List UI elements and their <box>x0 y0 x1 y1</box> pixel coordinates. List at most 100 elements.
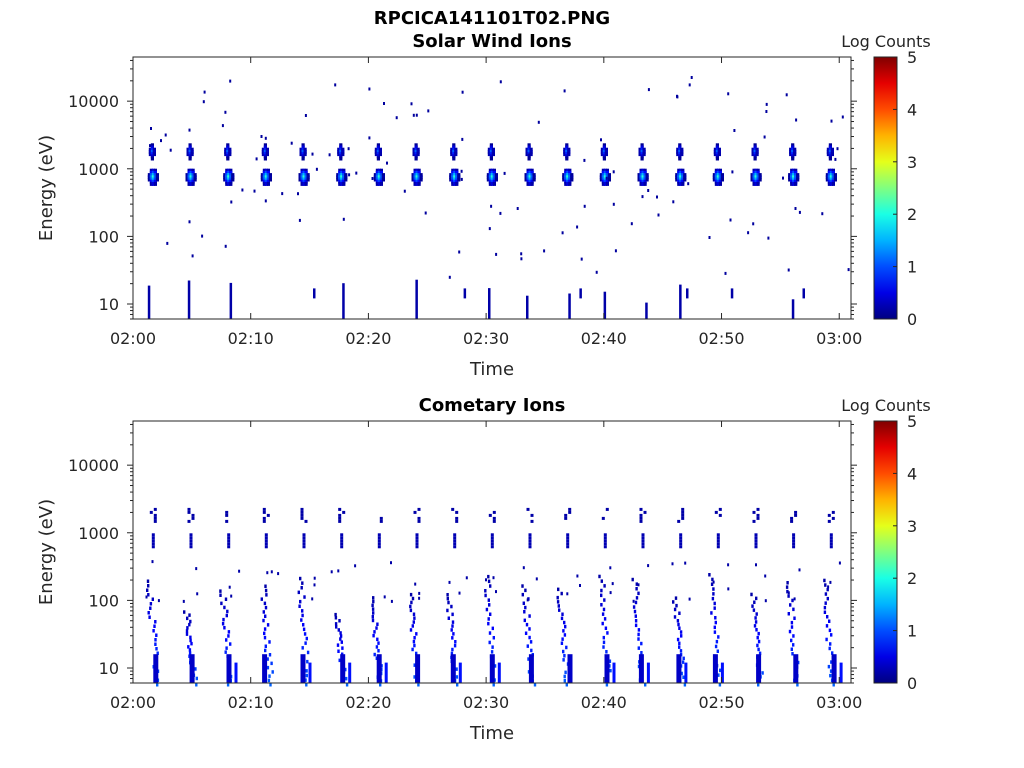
heatmap-cell <box>268 674 271 678</box>
heatmap-cell <box>679 173 683 178</box>
heatmap-cell <box>524 173 528 178</box>
heatmap-cell <box>829 545 833 549</box>
heatmap-cell <box>754 533 758 537</box>
heatmap-cell <box>757 631 760 636</box>
heatmap-cell <box>377 168 381 173</box>
heatmap-cell <box>381 175 385 180</box>
heatmap-cell <box>227 170 231 175</box>
heatmap-cell <box>224 650 227 654</box>
heatmap-cell <box>381 173 385 178</box>
heatmap-cell <box>710 611 713 615</box>
heatmap-cell <box>191 254 194 258</box>
heatmap-cell <box>603 542 607 546</box>
heatmap-cell <box>453 175 457 180</box>
heatmap-cell <box>302 181 306 186</box>
heatmap-cell <box>791 152 795 157</box>
heatmap-cell <box>375 168 379 173</box>
heatmap-cell <box>716 539 720 543</box>
heatmap-cell <box>563 678 566 683</box>
heatmap-cell <box>564 177 568 182</box>
heatmap-cell <box>299 147 303 152</box>
heatmap-cell <box>188 648 192 652</box>
heatmap-cell <box>451 175 455 180</box>
heatmap-cell <box>527 149 531 154</box>
heatmap-cell <box>262 168 266 173</box>
heatmap-cell <box>188 654 191 658</box>
heatmap-cell <box>375 170 379 175</box>
heatmap-cell <box>224 597 228 601</box>
heatmap-cell <box>313 583 316 587</box>
heatmap-cell <box>638 152 642 157</box>
heatmap-cell <box>754 542 758 546</box>
heatmap-cell <box>191 179 195 184</box>
heatmap-cell <box>826 587 829 592</box>
heatmap-cell <box>791 652 794 656</box>
heatmap-cell <box>821 212 824 216</box>
heatmap-cell <box>640 156 644 161</box>
heatmap-cell <box>376 145 380 150</box>
heatmap-cell <box>566 175 570 180</box>
heatmap-cell <box>681 168 685 173</box>
heatmap-cell <box>453 545 457 549</box>
heatmap-cell <box>753 152 757 157</box>
heatmap-cell <box>231 173 235 178</box>
heatmap-cell <box>304 114 307 117</box>
heatmap-cell <box>411 175 415 180</box>
heatmap-cell <box>354 564 357 568</box>
heatmap-cell <box>712 173 716 178</box>
heatmap-cell <box>451 173 455 178</box>
heatmap-cell <box>305 669 308 673</box>
heatmap-cell <box>790 638 793 643</box>
heatmap-cell <box>187 510 191 514</box>
heatmap-cell <box>828 154 832 159</box>
heatmap-cell <box>484 589 487 593</box>
heatmap-cell <box>567 149 571 154</box>
heatmap-cell <box>315 167 318 171</box>
heatmap-cell <box>417 179 421 184</box>
plot-frame <box>132 420 852 684</box>
heatmap-cell <box>219 593 222 597</box>
heatmap-cell <box>413 643 416 648</box>
x-axis-label: Time <box>469 359 514 380</box>
heatmap-cell <box>230 200 233 204</box>
heatmap-cell <box>520 252 523 256</box>
heatmap-cell <box>603 545 607 549</box>
heatmap-cell <box>796 683 799 687</box>
heatmap-cell <box>678 147 682 152</box>
heatmap-cell <box>527 147 531 152</box>
heatmap-cell <box>383 102 385 105</box>
heatmap-cell <box>338 507 342 511</box>
heatmap-cell <box>681 177 685 182</box>
heatmap-cell <box>378 149 382 154</box>
heatmap-cell <box>487 617 490 621</box>
heatmap-cell <box>751 604 754 608</box>
heatmap-cell <box>823 610 827 614</box>
heatmap-cell <box>379 175 383 180</box>
heatmap-cell <box>642 152 646 157</box>
heatmap-cell <box>340 654 346 683</box>
heatmap-cell <box>231 177 235 182</box>
heatmap-cell <box>488 640 491 645</box>
heatmap-cell <box>568 173 572 178</box>
heatmap-cell <box>304 173 308 178</box>
heatmap-cell <box>413 168 417 173</box>
heatmap-cell <box>609 566 612 570</box>
heatmap-cell <box>413 663 416 667</box>
heatmap-cell <box>526 177 530 182</box>
heatmap-cell <box>461 137 464 141</box>
heatmap-cell <box>302 542 306 546</box>
heatmap-cell <box>528 654 534 683</box>
heatmap-cell <box>731 170 734 174</box>
heatmap-cell <box>529 149 533 154</box>
heatmap-cell <box>829 173 833 178</box>
heatmap-cell <box>377 179 381 184</box>
heatmap-cell <box>262 170 266 175</box>
heatmap-cell <box>303 595 306 599</box>
heatmap-cell <box>491 147 495 152</box>
heatmap-cell <box>828 628 832 633</box>
heatmap-cell <box>752 181 756 186</box>
heatmap-cell <box>450 604 453 609</box>
heatmap-cell <box>463 288 467 299</box>
heatmap-cell <box>754 173 758 178</box>
heatmap-cell <box>487 574 490 579</box>
